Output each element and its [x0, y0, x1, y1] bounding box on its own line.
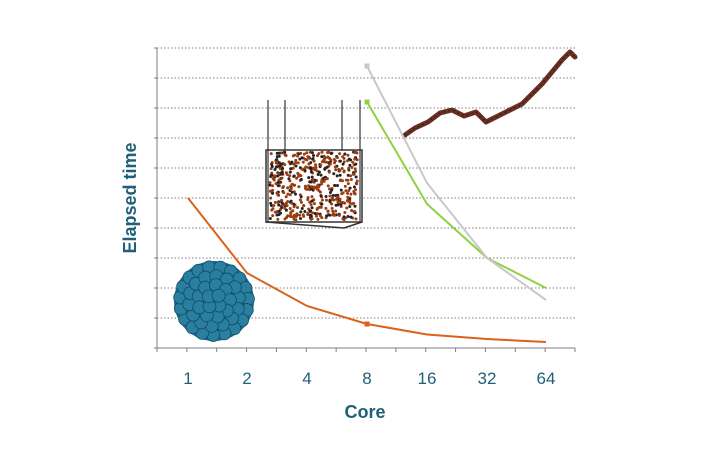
- x-axis-title: Core: [344, 402, 385, 422]
- x-tick-label: 1: [183, 369, 192, 388]
- x-tick-label: 16: [418, 369, 437, 388]
- x-tick-label: 64: [537, 369, 556, 388]
- x-tick-label: 32: [478, 369, 497, 388]
- x-tick-label: 4: [302, 369, 311, 388]
- y-axis-title: Elapsed time: [120, 142, 140, 253]
- series-line-2: [366, 101, 547, 289]
- data-point: [364, 321, 370, 327]
- series-line-3: [366, 65, 547, 301]
- polymer-chain-icon: [402, 49, 578, 138]
- nanoparticle-icon: [173, 260, 255, 342]
- x-tick-label: 2: [242, 369, 251, 388]
- data-point: [364, 99, 370, 105]
- x-tick-labels: 1 2 4 8 16 32 64: [183, 369, 555, 388]
- x-tick-label: 8: [362, 369, 371, 388]
- data-series: [187, 63, 547, 343]
- axes: [154, 47, 576, 352]
- data-point: [364, 63, 370, 69]
- liquid-box-icon: [265, 100, 363, 229]
